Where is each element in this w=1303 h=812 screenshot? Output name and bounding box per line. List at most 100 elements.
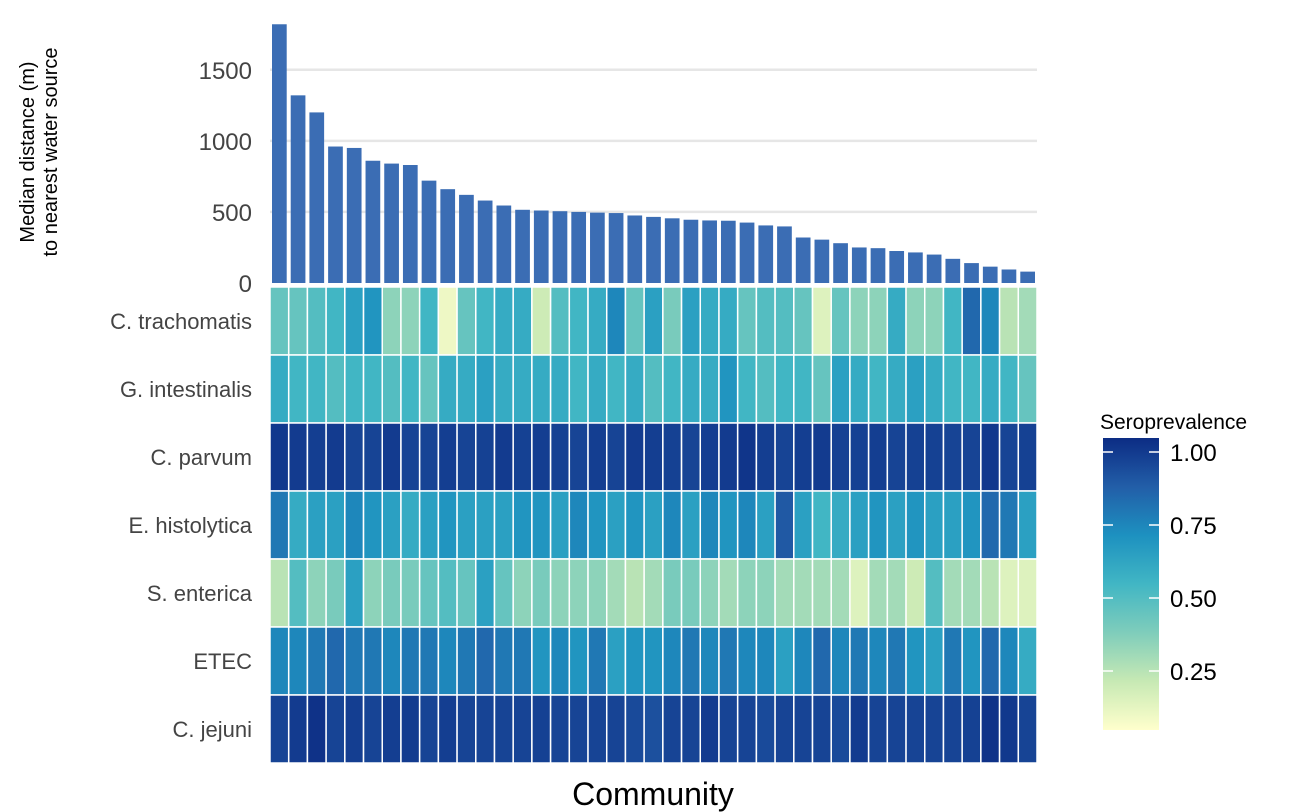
heatmap-cell — [905, 490, 926, 560]
heatmap-cell — [849, 694, 870, 764]
heatmap-cell — [793, 558, 814, 628]
heatmap-cell — [287, 354, 309, 424]
heatmap-cell — [456, 422, 477, 492]
heatmap-cell — [942, 354, 963, 424]
heatmap-cell — [699, 694, 720, 764]
heatmap-cell — [886, 354, 907, 424]
heatmap-cell — [325, 422, 346, 492]
heatmap-cell — [886, 694, 907, 764]
heatmap-cell — [643, 694, 664, 764]
legend-tick-label: 0.25 — [1170, 659, 1217, 686]
heatmap-cell — [755, 694, 776, 764]
heatmap-cell — [793, 286, 814, 356]
heatmap-cell — [886, 558, 907, 628]
bar — [515, 209, 530, 283]
heatmap-cell — [531, 354, 552, 424]
heatmap-cell — [793, 354, 814, 424]
heatmap-cell — [400, 422, 421, 492]
heatmap-cell — [867, 286, 889, 356]
heatmap-cell — [699, 626, 720, 696]
heatmap-cell — [811, 490, 832, 560]
heatmap-cell — [549, 490, 571, 560]
heatmap-cell — [418, 422, 440, 492]
heatmap-cell — [437, 626, 458, 696]
heatmap-cell — [924, 558, 945, 628]
y-tick-label: 1000 — [199, 129, 252, 156]
heatmap-cell — [905, 558, 926, 628]
x-axis-title: Community — [572, 776, 734, 812]
heatmap-cell — [512, 422, 533, 492]
heatmap-cell — [549, 694, 571, 764]
heatmap-cell — [568, 422, 589, 492]
heatmap-cell — [830, 354, 851, 424]
bar — [309, 112, 325, 284]
heatmap-cell — [512, 694, 533, 764]
heatmap-cell — [998, 422, 1020, 492]
heatmap-cell — [362, 354, 383, 424]
heatmap-cell — [699, 558, 720, 628]
legend-ticks: 1.00 0.75 0.50 0.25 — [1103, 440, 1217, 686]
heatmap-cell — [662, 558, 683, 628]
heatmap-cell — [680, 626, 702, 696]
heatmap-cell — [905, 422, 926, 492]
heatmap-cell — [774, 354, 795, 424]
legend: Seroprevalence 1.00 0.75 0.50 0.25 — [1100, 411, 1247, 730]
heatmap-cell — [381, 422, 402, 492]
heatmap-cell — [1017, 558, 1038, 628]
heatmap-cell — [381, 694, 402, 764]
heatmap-cell — [942, 490, 963, 560]
heatmap-cell — [755, 354, 776, 424]
row-labels: C. trachomatis G. intestinalis C. parvum E.… — [110, 309, 253, 742]
bar-y-axis-title-line2: to nearest water source — [40, 48, 62, 257]
heatmap-cell — [774, 422, 795, 492]
bar — [552, 211, 568, 283]
heatmap-cell — [980, 694, 1001, 764]
bar — [421, 180, 437, 283]
heatmap-cell — [793, 422, 814, 492]
heatmap-cell — [587, 422, 608, 492]
heatmap-cell — [980, 286, 1001, 356]
bar — [459, 194, 474, 283]
heatmap-cell — [344, 286, 365, 356]
heatmap-cell — [811, 286, 832, 356]
heatmap-cell — [718, 422, 739, 492]
heatmap-cell — [736, 558, 758, 628]
legend-tick-label: 1.00 — [1170, 440, 1217, 467]
bar — [739, 222, 755, 283]
heatmap-cell — [587, 626, 608, 696]
heatmap-cell — [699, 286, 720, 356]
heatmap-cell — [774, 626, 795, 696]
legend-tick-label: 0.50 — [1170, 586, 1217, 613]
y-ticks: 0 500 1000 1500 — [199, 58, 252, 298]
heatmap-row-label: C. parvum — [151, 445, 252, 470]
bar — [590, 212, 605, 283]
heatmap-cell — [1017, 422, 1038, 492]
heatmap-cell — [942, 286, 963, 356]
heatmap-row-label: C. jejuni — [173, 717, 252, 742]
heatmap-cell — [475, 694, 496, 764]
y-tick-label: 0 — [239, 271, 252, 298]
heatmap-cell — [325, 558, 346, 628]
heatmap-cell — [475, 490, 496, 560]
heatmap — [269, 286, 1038, 764]
heatmap-cell — [643, 626, 664, 696]
heatmap-cell — [924, 490, 945, 560]
heatmap-cell — [736, 626, 758, 696]
heatmap-cell — [736, 490, 758, 560]
heatmap-cell — [475, 354, 496, 424]
bar — [365, 160, 381, 283]
bar — [664, 218, 680, 283]
heatmap-cell — [418, 354, 440, 424]
heatmap-cell — [605, 422, 627, 492]
heatmap-cell — [718, 490, 739, 560]
heatmap-cell — [587, 286, 608, 356]
heatmap-cell — [549, 422, 571, 492]
heatmap-cell — [662, 626, 683, 696]
bar — [440, 189, 456, 283]
heatmap-cell — [587, 694, 608, 764]
heatmap-cell — [493, 422, 514, 492]
heatmap-cell — [961, 354, 982, 424]
heatmap-cell — [269, 354, 290, 424]
heatmap-cell — [587, 490, 608, 560]
bar — [964, 263, 979, 283]
